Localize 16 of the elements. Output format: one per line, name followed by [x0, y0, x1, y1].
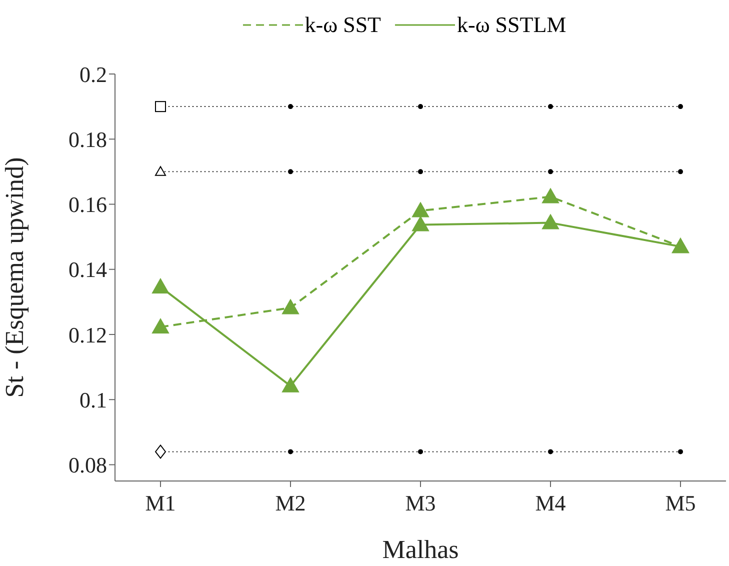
y-tick-label: 0.08 [68, 452, 107, 478]
legend-label: k-ω SST [304, 12, 381, 38]
y-tick-label: 0.16 [68, 192, 107, 218]
y-tick-label: 0.14 [68, 257, 107, 282]
legend-label: k-ω SSTLM [457, 12, 566, 38]
y-tick-label: 0.2 [80, 62, 107, 87]
x-tick-label: M5 [665, 490, 696, 516]
x-tick-label: M3 [405, 490, 436, 516]
x-tick-label: M1 [145, 490, 176, 516]
x-axis-title: Malhas [382, 535, 459, 564]
x-tick-label: M4 [535, 490, 566, 516]
y-tick-label: 0.12 [68, 322, 107, 348]
y-tick-label: 0.18 [68, 126, 107, 152]
x-tick-label: M2 [275, 490, 306, 516]
y-tick-label: 0.1 [80, 387, 107, 412]
y-axis-title: St - (Esquema upwind) [0, 157, 30, 398]
